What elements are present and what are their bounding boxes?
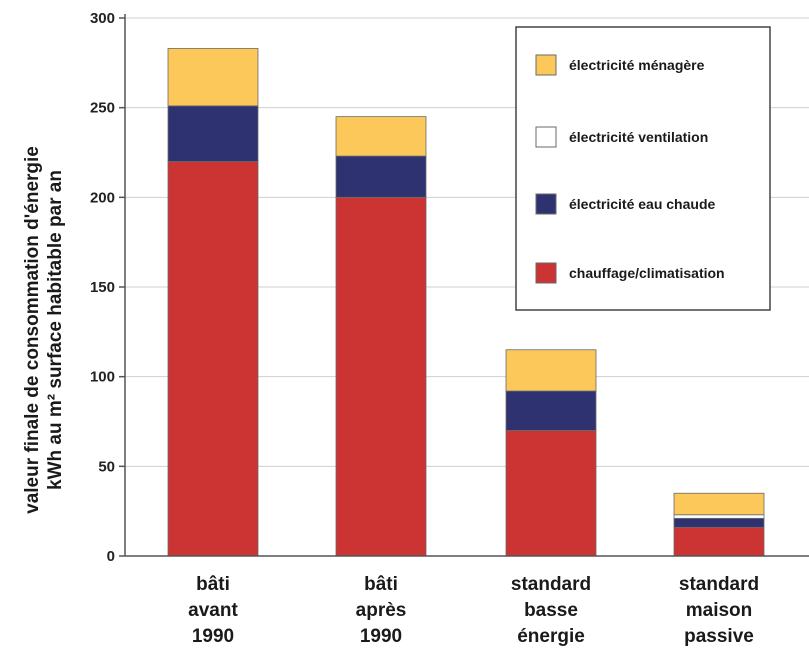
- category-label: énergie: [517, 626, 585, 647]
- legend-label: chauffage/climatisation: [569, 265, 725, 281]
- y-tick-labels: 0 50 100 150 200 250 300: [90, 10, 115, 565]
- legend-label: électricité ventilation: [569, 129, 708, 145]
- legend-label: électricité ménagère: [569, 57, 705, 73]
- category-label: bâti: [364, 574, 398, 595]
- bar-segment: [167, 105, 259, 162]
- bar-segment: [335, 155, 427, 198]
- legend-swatch: [535, 262, 557, 284]
- y-tick-label: 100: [90, 369, 115, 386]
- bars: [167, 48, 765, 557]
- y-tick-label: 0: [107, 548, 115, 565]
- legend: électricité ménagère électricité ventilat…: [515, 26, 771, 311]
- category-label: maison: [686, 600, 753, 621]
- y-axis-title-line: valeur finale de consommation d'énergie: [22, 146, 43, 514]
- bar-segment: [335, 116, 427, 157]
- legend-swatch: [535, 54, 557, 76]
- legend-box: [515, 26, 771, 311]
- y-tick-label: 50: [98, 458, 115, 475]
- category-label: basse: [524, 600, 578, 621]
- legend-label: électricité eau chaude: [569, 196, 716, 212]
- bar-segment: [505, 349, 597, 392]
- bar-segment: [673, 526, 765, 557]
- y-tick-label: 150: [90, 279, 115, 296]
- bar-segment: [335, 196, 427, 557]
- category-label: standard: [511, 574, 591, 595]
- bar-segment: [167, 48, 259, 107]
- category-labels: bâti avant 1990 bâti après 1990 standard basse é…: [188, 574, 759, 647]
- legend-swatch: [535, 193, 557, 215]
- bar-segment: [673, 517, 765, 528]
- category-label: standard: [679, 574, 759, 595]
- y-axis-title-line: kWh au m² surface habitable par an: [45, 170, 66, 490]
- category-label: passive: [684, 626, 754, 647]
- y-axis-label: valeur finale de consommation d'énergie k…: [22, 146, 66, 514]
- bar-segment: [673, 492, 765, 516]
- bar-segment: [505, 430, 597, 557]
- y-tick-label: 200: [90, 189, 115, 206]
- axes: [119, 14, 809, 557]
- bar-segment: [673, 514, 765, 519]
- category-label: après: [356, 600, 407, 621]
- y-tick-label: 250: [90, 100, 115, 117]
- category-label: 1990: [360, 626, 402, 647]
- bar-segment: [505, 390, 597, 431]
- category-label: bâti: [196, 574, 230, 595]
- y-tick-label: 300: [90, 10, 115, 27]
- legend-swatch: [535, 126, 557, 148]
- bar-segment: [167, 161, 259, 557]
- category-label: avant: [188, 600, 238, 621]
- category-label: 1990: [192, 626, 234, 647]
